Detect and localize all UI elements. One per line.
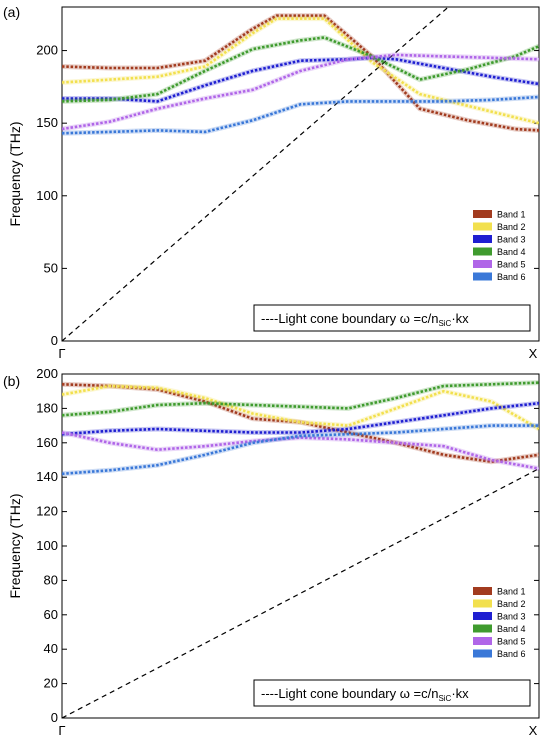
band-4-line	[62, 381, 539, 417]
legend-swatch-band-5	[473, 637, 492, 645]
y-tick-label: 140	[36, 469, 58, 484]
light-cone-line	[61, 6, 449, 342]
legend-label-band-1: Band 1	[497, 210, 526, 220]
y-tick-label: 0	[51, 333, 58, 348]
band-5-line	[62, 431, 539, 470]
band-2-line	[62, 384, 539, 431]
x-tick-label: X	[529, 346, 538, 361]
legend-swatch-band-3	[473, 235, 492, 243]
light-cone-annotation: ----Light cone boundary ω =c/nSiC·kx	[261, 311, 469, 328]
y-tick-label: 150	[36, 115, 58, 130]
x-tick-label: X	[529, 723, 538, 738]
y-tick-label: 160	[36, 435, 58, 450]
band-5-line	[62, 53, 539, 131]
band-1-line	[62, 14, 539, 132]
band-2-line	[62, 17, 539, 125]
y-tick-label: 80	[44, 572, 58, 587]
y-axis-title: Frequency (THz)	[7, 121, 23, 226]
legend-swatch-band-3	[473, 612, 492, 620]
legend-swatch-band-1	[473, 210, 492, 218]
legend-label-band-1: Band 1	[497, 587, 526, 597]
legend-label-band-2: Band 2	[497, 599, 526, 609]
legend-label-band-2: Band 2	[497, 222, 526, 232]
band-1-line	[62, 383, 539, 464]
y-tick-label: 60	[44, 607, 58, 622]
y-tick-label: 0	[51, 710, 58, 725]
y-tick-label: 100	[36, 188, 58, 203]
x-tick-label: Γ	[58, 346, 65, 361]
legend-label-band-4: Band 4	[497, 247, 526, 257]
band-3-line	[62, 56, 539, 103]
legend-label-band-5: Band 5	[497, 260, 526, 270]
band-6-line	[62, 424, 539, 476]
y-tick-label: 120	[36, 504, 58, 519]
legend-label-band-6: Band 6	[497, 272, 526, 282]
band-6-line	[62, 95, 539, 135]
legend-swatch-band-6	[473, 649, 492, 658]
legend: Band 1 Band 2 Band 3 Band 4 Band 5 Band 6	[473, 210, 526, 282]
light-cone-annotation: ----Light cone boundary ω =c/nSiC·kx	[261, 686, 469, 703]
y-tick-label: 200	[36, 43, 58, 58]
legend-swatch-band-2	[473, 222, 492, 231]
y-tick-label: 40	[44, 641, 58, 656]
panel-label: (b)	[3, 373, 20, 389]
plot-frame	[61, 6, 540, 342]
chart-panel-b: 0 20 40 60 80 100 120 140 160 180 200 Γ X Frequency (…	[3, 366, 540, 738]
legend-label-band-5: Band 5	[497, 637, 526, 647]
legend: Band 1 Band 2 Band 3 Band 4 Band 5 Band 6	[473, 587, 526, 659]
legend-label-band-3: Band 3	[497, 235, 526, 245]
legend-swatch-band-4	[473, 624, 492, 633]
legend-label-band-6: Band 6	[497, 649, 526, 659]
legend-swatch-band-4	[473, 247, 492, 256]
y-tick-label: 50	[44, 260, 58, 275]
light-cone-annotation-box	[253, 679, 531, 707]
x-tick-label: Γ	[58, 723, 65, 738]
legend-swatch-band-1	[473, 587, 492, 595]
y-tick-label: 100	[36, 538, 58, 553]
y-tick-label: 200	[36, 366, 58, 381]
light-cone-annotation-box	[253, 304, 531, 332]
legend-label-band-3: Band 3	[497, 612, 526, 622]
panel-label: (a)	[3, 4, 20, 20]
band-4-line	[62, 36, 539, 103]
y-axis-title: Frequency (THz)	[7, 493, 23, 598]
legend-label-band-4: Band 4	[497, 624, 526, 634]
band-3-line	[62, 401, 539, 436]
legend-swatch-band-6	[473, 272, 492, 281]
y-tick-label: 20	[44, 676, 58, 691]
legend-swatch-band-2	[473, 599, 492, 608]
y-tick-label: 180	[36, 400, 58, 415]
legend-swatch-band-5	[473, 260, 492, 268]
